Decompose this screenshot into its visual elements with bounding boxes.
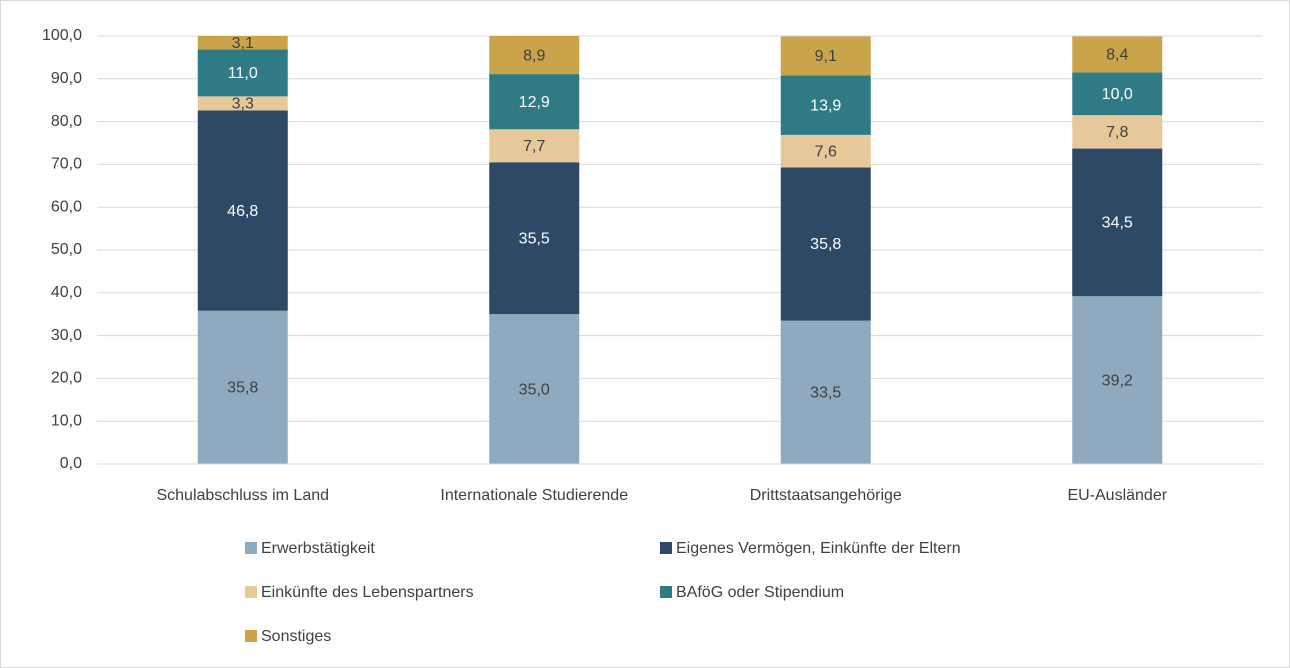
data-label: 35,0 bbox=[519, 381, 550, 398]
data-label: 34,5 bbox=[1102, 215, 1133, 232]
bar-segment bbox=[780, 134, 871, 168]
x-tick-label: Drittstaatsangehörige bbox=[750, 487, 902, 504]
y-tick-label: 20,0 bbox=[51, 370, 82, 387]
legend-swatch bbox=[660, 586, 672, 598]
data-label: 33,5 bbox=[810, 385, 841, 402]
data-label: 46,8 bbox=[227, 203, 258, 220]
y-tick-label: 0,0 bbox=[60, 455, 82, 472]
data-label: 3,3 bbox=[232, 96, 254, 113]
x-tick-label: EU-Ausländer bbox=[1067, 487, 1167, 504]
data-label: 3,1 bbox=[232, 35, 254, 52]
legend-swatch bbox=[245, 586, 257, 598]
data-label: 35,5 bbox=[519, 230, 550, 247]
bar-segment bbox=[197, 310, 288, 464]
bar-segment bbox=[780, 36, 871, 76]
bar-segment bbox=[489, 314, 580, 464]
bar-segment bbox=[1072, 115, 1163, 149]
y-tick-label: 60,0 bbox=[51, 198, 82, 215]
data-label: 8,4 bbox=[1106, 47, 1128, 64]
y-tick-label: 70,0 bbox=[51, 156, 82, 173]
y-tick-label: 30,0 bbox=[51, 327, 82, 344]
legend-label: Sonstiges bbox=[261, 628, 331, 645]
data-label: 7,6 bbox=[815, 143, 837, 160]
data-label: 13,9 bbox=[810, 97, 841, 114]
y-tick-label: 10,0 bbox=[51, 412, 82, 429]
bar-segment bbox=[780, 320, 871, 464]
bar-segment bbox=[1072, 148, 1163, 297]
y-tick-label: 80,0 bbox=[51, 113, 82, 130]
data-label: 9,1 bbox=[815, 48, 837, 65]
y-tick-label: 90,0 bbox=[51, 70, 82, 87]
y-tick-label: 50,0 bbox=[51, 241, 82, 258]
bar-segment bbox=[197, 49, 288, 97]
bar-segment bbox=[780, 167, 871, 321]
data-label: 10,0 bbox=[1102, 86, 1133, 103]
x-tick-label: Schulabschluss im Land bbox=[156, 487, 329, 504]
bar-segment bbox=[489, 162, 580, 315]
data-label: 35,8 bbox=[227, 380, 258, 397]
y-tick-label: 40,0 bbox=[51, 284, 82, 301]
bar-segment bbox=[197, 110, 288, 311]
data-label: 35,8 bbox=[810, 236, 841, 253]
bar-segment bbox=[1072, 296, 1163, 464]
data-label: 8,9 bbox=[523, 47, 545, 64]
legend-swatch bbox=[660, 542, 672, 554]
bar-segment bbox=[780, 75, 871, 135]
x-tick-label: Internationale Studierende bbox=[440, 487, 628, 504]
bar-segment bbox=[197, 36, 288, 50]
legend-label: Einkünfte des Lebenspartners bbox=[261, 584, 474, 601]
legend-label: Eigenes Vermögen, Einkünfte der Eltern bbox=[676, 540, 961, 557]
legend-swatch bbox=[245, 542, 257, 554]
data-label: 7,7 bbox=[523, 138, 545, 155]
bar-segment bbox=[1072, 72, 1163, 116]
legend-swatch bbox=[245, 630, 257, 642]
legend-label: Erwerbstätigkeit bbox=[261, 540, 375, 557]
bar-segment bbox=[1072, 36, 1163, 73]
data-label: 11,0 bbox=[228, 65, 258, 82]
bar-segment bbox=[489, 36, 580, 75]
legend-label: BAföG oder Stipendium bbox=[676, 584, 844, 601]
bar-segment bbox=[489, 129, 580, 163]
y-tick-label: 100,0 bbox=[42, 27, 82, 44]
data-label: 12,9 bbox=[519, 94, 550, 111]
bar-segment bbox=[489, 74, 580, 130]
data-label: 7,8 bbox=[1106, 124, 1128, 141]
data-label: 39,2 bbox=[1102, 372, 1133, 389]
bar-segment bbox=[197, 96, 288, 111]
